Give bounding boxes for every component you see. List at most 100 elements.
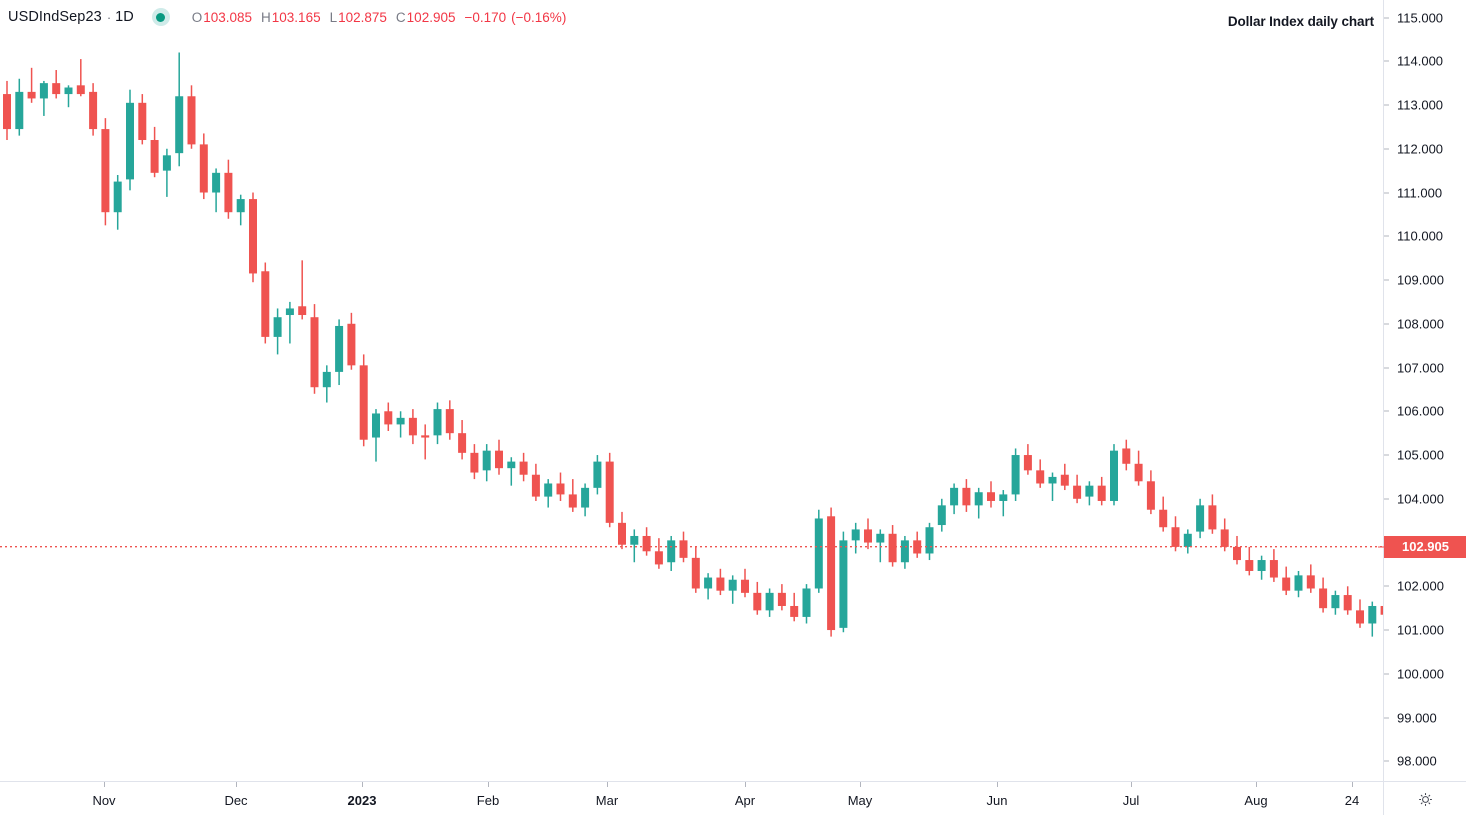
candle-body <box>1245 560 1254 571</box>
candle-body <box>925 527 934 554</box>
candle-body <box>999 494 1008 501</box>
candle-body <box>113 181 122 213</box>
price-tick <box>1384 498 1389 500</box>
time-axis-label: Aug <box>1244 793 1268 808</box>
price-tick <box>1384 148 1389 150</box>
candle-body <box>1159 509 1168 528</box>
candle-body <box>1183 533 1192 547</box>
candle-body <box>937 505 946 526</box>
candle-body <box>347 323 356 366</box>
candle-body <box>851 529 860 541</box>
price-tick <box>1384 235 1389 237</box>
candle-body <box>310 317 319 388</box>
chart-title: Dollar Index daily chart <box>1227 14 1374 29</box>
candle-body <box>950 487 959 506</box>
candle-wick <box>67 85 70 108</box>
candle-body <box>962 487 971 506</box>
candle-body <box>1306 575 1315 589</box>
candle-body <box>753 592 762 611</box>
close-key: C <box>395 9 406 25</box>
candle-wick <box>80 59 82 97</box>
time-tick <box>104 782 105 787</box>
candle-body <box>1294 575 1303 591</box>
price-tick <box>1384 323 1389 325</box>
time-axis-label: 24 <box>1344 793 1360 808</box>
price-tick <box>1384 279 1389 281</box>
candle-body <box>790 605 799 617</box>
candle-body <box>224 172 233 213</box>
candle-body <box>1085 485 1094 497</box>
candle-wick <box>879 529 882 563</box>
time-axis-label: Dec <box>224 793 248 808</box>
candle-body <box>568 494 577 508</box>
candle-body <box>974 492 983 506</box>
gear-icon[interactable] <box>1415 789 1435 809</box>
candle-body <box>64 87 73 95</box>
time-axis-label: 2023 <box>347 793 377 808</box>
candle-body <box>15 91 24 130</box>
candle-body <box>1319 588 1328 609</box>
candle-body <box>888 533 897 563</box>
candle-body <box>162 155 171 171</box>
high-key: H <box>261 9 271 25</box>
candle-body <box>372 413 380 438</box>
candle-body <box>814 518 823 589</box>
price-axis-label: 102.000 <box>1397 578 1444 594</box>
price-axis-label: 107.000 <box>1397 360 1444 376</box>
last-price-badge[interactable]: 102.905 <box>1384 535 1466 558</box>
time-axis-label: May <box>847 793 873 808</box>
candle-body <box>384 411 393 425</box>
time-tick <box>236 782 237 787</box>
timeframe-label[interactable]: 1D <box>115 9 134 25</box>
candle-body <box>126 102 134 180</box>
candle-body <box>531 474 540 497</box>
price-tick <box>1384 192 1389 193</box>
candle-wick <box>1002 490 1005 517</box>
time-tick <box>860 782 861 787</box>
candle-body <box>827 516 836 631</box>
candle-body <box>249 199 257 274</box>
candle-body <box>3 94 11 130</box>
price-tick <box>1384 454 1389 456</box>
candle-body <box>654 551 663 565</box>
candlestick-series <box>0 52 1383 637</box>
candle-body <box>1233 546 1241 561</box>
price-axis-label: 113.000 <box>1397 97 1444 113</box>
candle-body <box>1011 455 1020 495</box>
time-axis-label: Jul <box>1122 793 1140 808</box>
candle-body <box>1196 505 1205 532</box>
candle-body <box>1356 610 1364 624</box>
price-axis[interactable]: 115.000 114.000 113.000 112.000 111.000 110.0… <box>1383 0 1466 781</box>
time-tick <box>745 782 746 787</box>
candle-body <box>408 417 417 436</box>
change-percent: (−0.16%) <box>511 9 567 25</box>
candle-body <box>1134 463 1143 482</box>
low-key: L <box>329 9 338 25</box>
candle-body <box>679 540 688 558</box>
candle-body <box>101 129 110 213</box>
time-axis-label: Jun <box>986 793 1008 808</box>
candle-wick <box>633 529 636 563</box>
candle-body <box>322 371 331 388</box>
candle-body <box>39 83 48 99</box>
candle-body <box>175 96 184 154</box>
time-tick <box>1256 782 1257 787</box>
candle-body <box>642 535 651 552</box>
symbol-label[interactable]: USDIndSep23 <box>8 9 102 25</box>
time-axis[interactable]: Nov Dec 2023 Feb Mar Apr May Jun Jul Aug 24 <box>0 781 1383 815</box>
candle-body <box>1343 595 1352 611</box>
candle-wick <box>301 260 303 320</box>
candle-body <box>396 417 405 425</box>
price-axis-label: 108.000 <box>1397 316 1444 332</box>
candle-body <box>864 529 872 543</box>
candle-body <box>433 409 442 436</box>
time-tick <box>362 782 363 787</box>
candle-body <box>1023 455 1032 471</box>
price-axis-label: 112.000 <box>1397 141 1444 157</box>
candle-body <box>900 540 909 563</box>
candle-body <box>236 199 245 213</box>
candle-wick <box>289 301 291 344</box>
candlestick-plot-area[interactable] <box>0 0 1383 781</box>
price-tick <box>1384 104 1389 106</box>
price-axis-label: 105.000 <box>1397 447 1444 463</box>
